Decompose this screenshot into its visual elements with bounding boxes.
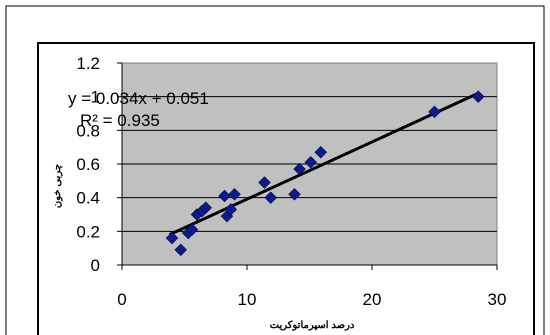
data-point [304, 155, 318, 169]
data-point [228, 187, 241, 201]
x-tick-labels: 0 10 20 30 [117, 290, 506, 309]
y-axis-title: چربی خون [52, 164, 63, 208]
data-point [428, 105, 441, 119]
data-point [471, 90, 485, 104]
data-point [258, 176, 271, 189]
x-tick-label: 10 [238, 290, 257, 309]
y-tick-label: 0.2 [76, 222, 100, 241]
data-point [185, 223, 199, 237]
trendline-equation: y = 0.034x + 0.051 [68, 89, 209, 108]
y-tick-label: 1.2 [76, 54, 100, 73]
data-point [288, 187, 301, 201]
y-tick-label: 1 [91, 88, 100, 107]
data-points [165, 90, 485, 257]
x-tick-label: 20 [363, 290, 382, 309]
data-point [224, 203, 238, 216]
x-tick-label: 0 [117, 290, 126, 309]
y-tick-labels: 0 0.2 0.4 0.6 0.8 1 1.2 [76, 54, 100, 275]
data-point [199, 201, 213, 215]
y-tick-label: 0.6 [76, 155, 100, 174]
x-tick-label: 30 [488, 290, 507, 309]
y-tick-label: 0 [91, 256, 100, 275]
data-point [314, 145, 328, 159]
data-point [165, 231, 179, 245]
y-tick-label: 0.4 [76, 189, 100, 208]
data-point [293, 162, 306, 176]
trendline [168, 91, 479, 237]
axes [117, 62, 498, 270]
data-point [264, 191, 278, 205]
y-tick-label: 0.8 [76, 121, 100, 140]
trendline-group [168, 91, 479, 237]
x-axis-title: درصد اسپرماتوکریت [270, 320, 355, 331]
data-point [174, 243, 188, 257]
trendline-r-squared: R² = 0.935 [80, 111, 160, 130]
